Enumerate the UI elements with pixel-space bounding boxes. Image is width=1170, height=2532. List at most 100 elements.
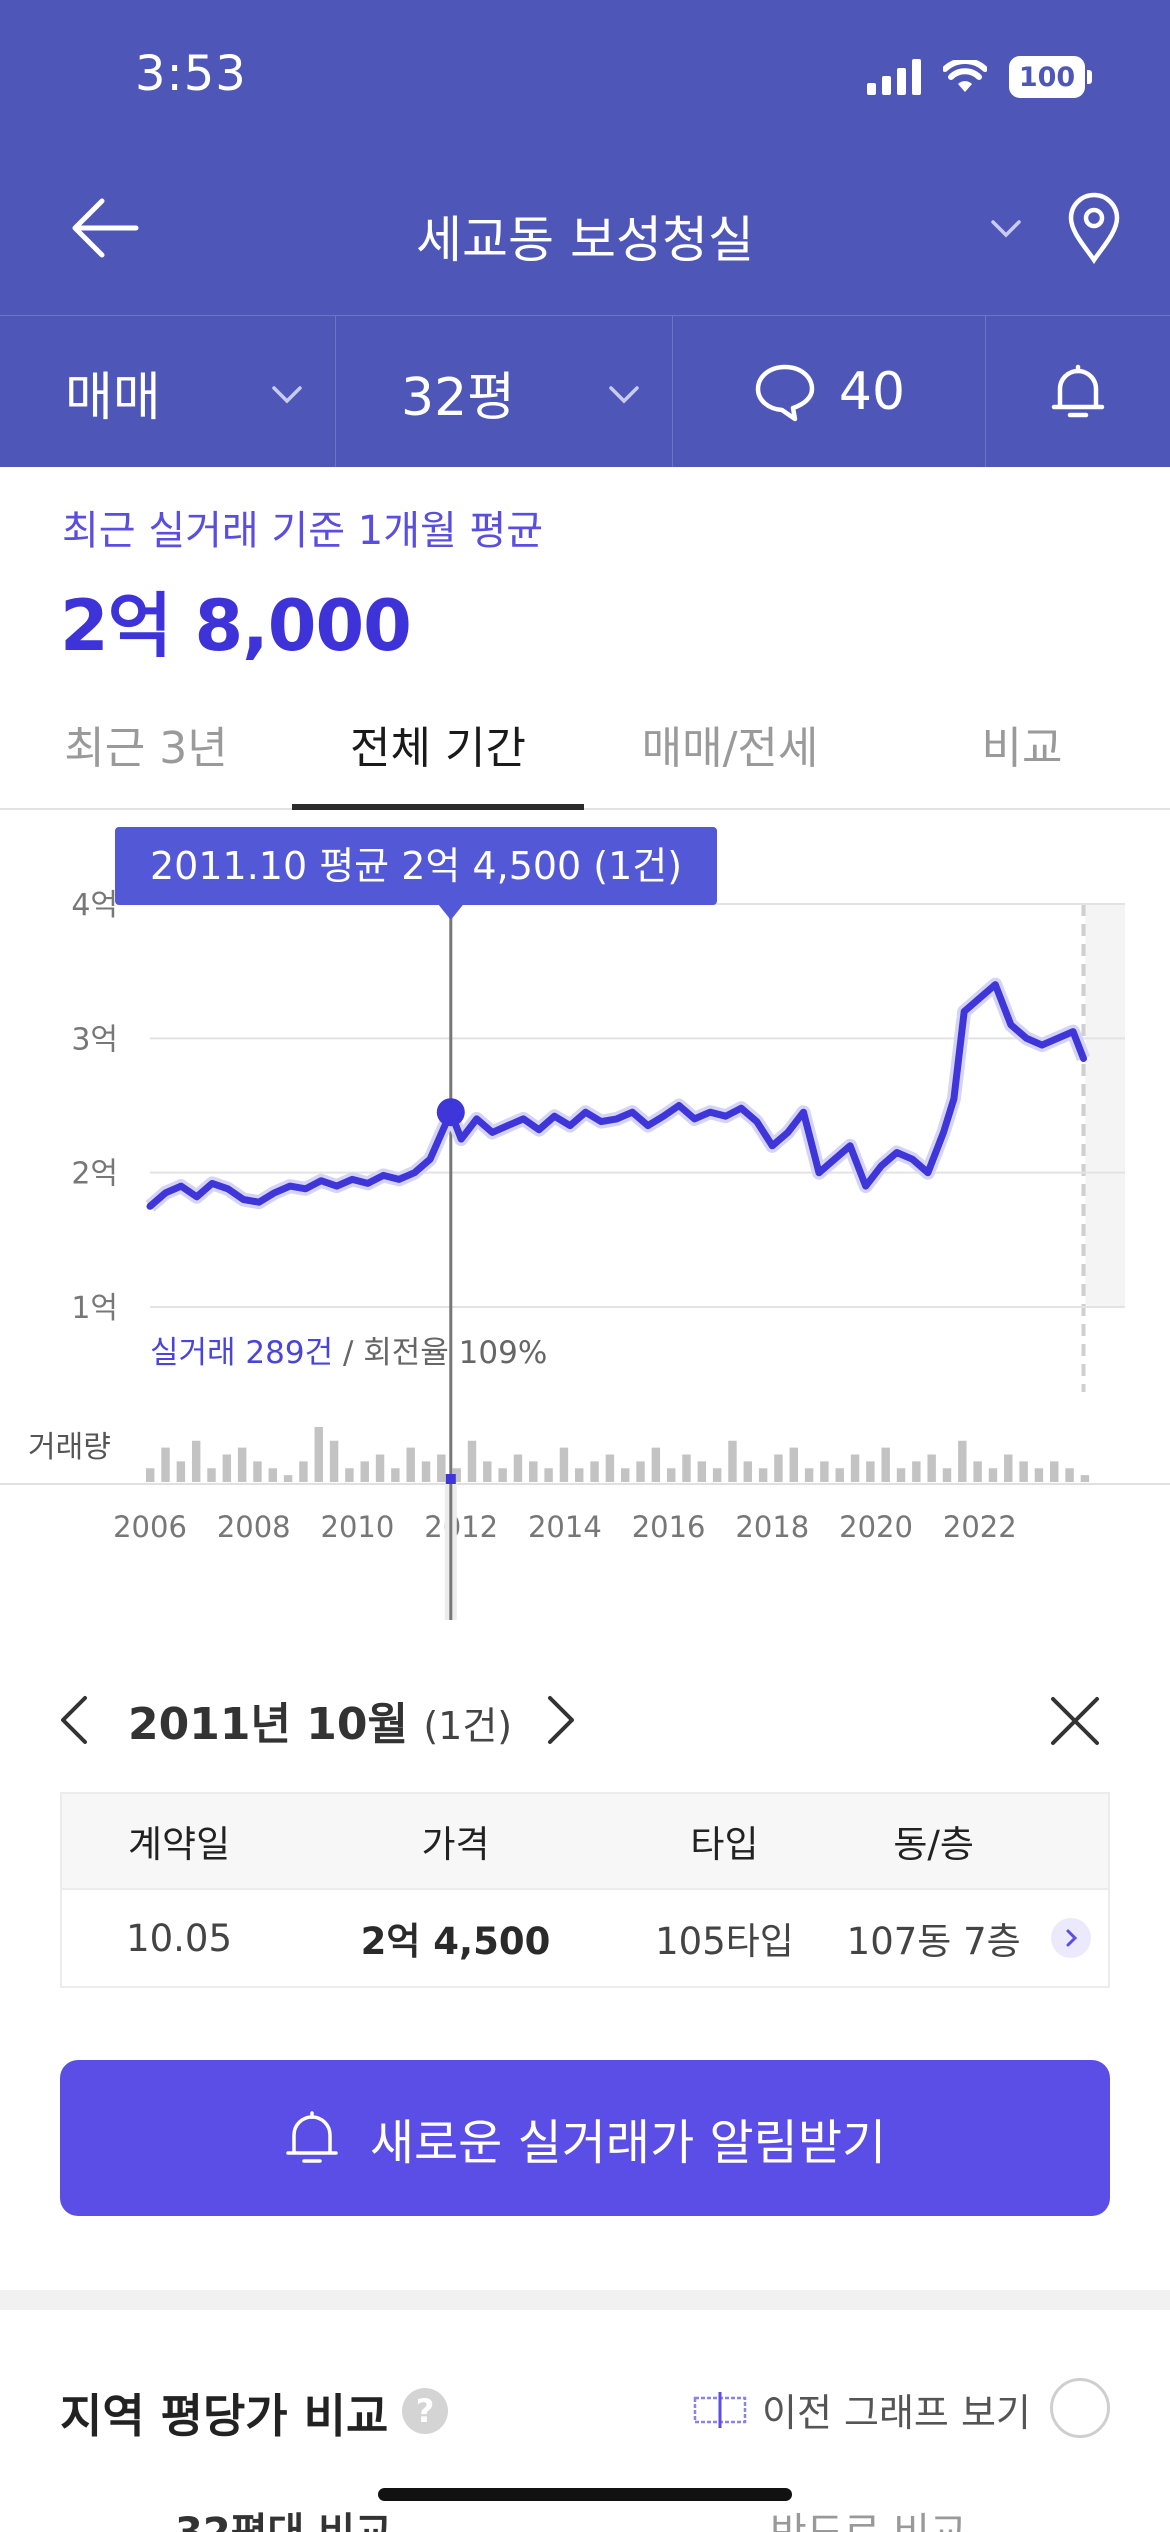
volume-bar xyxy=(513,1454,523,1482)
period-tabs: 최근 3년 전체 기간 매매/전세 비교 xyxy=(0,700,1170,810)
status-time: 3:53 xyxy=(135,46,247,102)
x-tick-label: 2012 xyxy=(424,1510,498,1544)
comments-button[interactable]: 40 xyxy=(673,316,986,468)
row-unit: 107동 7층 xyxy=(846,1920,1021,1963)
tab-sale-jeonse[interactable]: 매매/전세 xyxy=(641,723,819,774)
size-label: 32평 xyxy=(401,367,516,428)
volume-bar xyxy=(222,1454,232,1482)
x-tick-label: 2008 xyxy=(217,1510,291,1544)
app-header: 3:53 100 세교동 보성청실 매매 xyxy=(0,0,1170,468)
month-detail-header: 2011년 10월 (1건) xyxy=(0,1680,1170,1760)
row-date: 10.05 xyxy=(126,1916,233,1960)
volume-bar xyxy=(191,1440,201,1482)
x-tick-label: 2018 xyxy=(735,1510,809,1544)
speech-bubble-icon xyxy=(755,364,815,422)
complex-title[interactable]: 세교동 보성청실 xyxy=(416,211,754,269)
volume-bar xyxy=(697,1461,707,1482)
volume-bar xyxy=(452,1468,461,1482)
volume-bar xyxy=(437,1454,446,1482)
prev-graph-radio[interactable] xyxy=(1050,2378,1110,2438)
area-compare-tab[interactable]: 반도로 비교 xyxy=(770,2500,967,2532)
volume-bar xyxy=(575,1468,584,1482)
volume-bar xyxy=(1004,1454,1013,1482)
close-icon[interactable] xyxy=(1048,1694,1102,1748)
month-title: 2011년 10월 (1건) xyxy=(128,1688,512,1752)
future-region xyxy=(1085,904,1125,1307)
header-contract-date: 계약일 xyxy=(127,1823,231,1866)
trade-type-dropdown[interactable]: 매매 xyxy=(0,316,336,468)
filter-bar: 매매 32평 40 xyxy=(0,315,1170,468)
trade-type-label: 매매 xyxy=(65,367,161,428)
deal-count: 실거래 289건 xyxy=(150,1335,334,1371)
volume-bar xyxy=(544,1468,553,1482)
volume-bar xyxy=(161,1447,170,1482)
chevron-right-icon[interactable] xyxy=(1050,1918,1091,1958)
volume-bar xyxy=(329,1440,339,1482)
volume-bar xyxy=(927,1454,936,1482)
x-tick-label: 2006 xyxy=(113,1510,187,1544)
volume-bar xyxy=(835,1468,844,1482)
location-pin-icon[interactable] xyxy=(1066,192,1122,264)
volume-bar xyxy=(758,1468,768,1482)
price-alert-button[interactable]: 새로운 실거래가 알림받기 xyxy=(60,2060,1110,2216)
header-price: 가격 xyxy=(421,1823,490,1866)
volume-bar xyxy=(375,1454,385,1482)
chevron-down-icon[interactable] xyxy=(988,210,1024,246)
volume-bar xyxy=(958,1440,967,1482)
volume-bar xyxy=(820,1461,829,1482)
back-arrow-icon[interactable] xyxy=(70,195,140,261)
selected-point xyxy=(436,1098,465,1127)
tab-compare[interactable]: 비교 xyxy=(981,723,1063,774)
volume-bar xyxy=(559,1447,569,1482)
volume-bar xyxy=(666,1468,676,1482)
chevron-down-icon xyxy=(272,386,302,404)
chevron-right-icon[interactable] xyxy=(540,1692,580,1748)
volume-bar xyxy=(973,1461,982,1482)
volume-bar xyxy=(896,1468,906,1482)
volume-bar xyxy=(866,1461,875,1482)
deal-table: 계약일 가격 타입 동/층 10.05 2억 4,500 105타입 107동 … xyxy=(60,1792,1110,1988)
size-dropdown[interactable]: 32평 xyxy=(336,316,673,468)
volume-bar xyxy=(498,1468,507,1482)
price-line xyxy=(146,981,1087,1210)
price-chart[interactable]: 4억 3억 2억 1억 2006 2008 2010 2012 2014 2016 2018 2020… xyxy=(0,812,1170,1620)
price-alert-label: 새로운 실거래가 알림받기 xyxy=(369,2115,887,2171)
y-tick-label: 3억 xyxy=(71,1022,118,1057)
volume-bar xyxy=(237,1447,247,1482)
volume-bar xyxy=(1034,1468,1044,1482)
volume-bar xyxy=(421,1461,431,1482)
help-icon[interactable]: ? xyxy=(402,2388,448,2434)
x-tick-label: 2020 xyxy=(839,1510,913,1544)
section-divider xyxy=(0,2290,1170,2310)
volume-bar xyxy=(605,1454,615,1482)
volume-bar xyxy=(789,1447,798,1482)
notification-button[interactable] xyxy=(986,316,1170,468)
volume-bar xyxy=(1050,1461,1059,1482)
battery-icon: 100 xyxy=(1009,56,1092,98)
volume-bar xyxy=(621,1468,630,1482)
tab-all-period[interactable]: 전체 기간 xyxy=(292,700,584,810)
prev-graph-toggle[interactable]: 이전 그래프 보기 xyxy=(692,2382,1031,2437)
table-row[interactable]: 10.05 2억 4,500 105타입 107동 7층 xyxy=(62,1890,1108,1986)
chevron-down-icon xyxy=(609,386,639,404)
graph-icon xyxy=(693,2391,747,2428)
volume-bar xyxy=(283,1475,293,1482)
volume-bar xyxy=(360,1461,369,1482)
tab-recent-3-years[interactable]: 최근 3년 xyxy=(64,723,228,774)
nav-bar: 세교동 보성청실 xyxy=(0,170,1170,285)
size-compare-tab[interactable]: 32평대 비교 xyxy=(175,2500,392,2532)
month-deal-count: (1건) xyxy=(423,1704,513,1748)
volume-bar xyxy=(176,1461,186,1482)
deal-stats: 실거래 289건 / 회전율 109% xyxy=(150,1327,547,1372)
volume-bar xyxy=(299,1461,308,1482)
volume-bar xyxy=(774,1454,783,1482)
battery-level: 100 xyxy=(1009,56,1085,98)
comment-count: 40 xyxy=(838,362,906,422)
volume-bar xyxy=(651,1447,661,1482)
price-chart-svg[interactable]: 4억 3억 2억 1억 2006 2008 2010 2012 2014 2016 2018 2020… xyxy=(0,812,1170,1620)
chevron-left-icon[interactable] xyxy=(55,1692,95,1748)
volume-bar xyxy=(1080,1475,1090,1482)
volume-bar xyxy=(314,1427,323,1482)
table-header-row: 계약일 가격 타입 동/층 xyxy=(62,1794,1108,1890)
volume-bar xyxy=(988,1468,998,1482)
